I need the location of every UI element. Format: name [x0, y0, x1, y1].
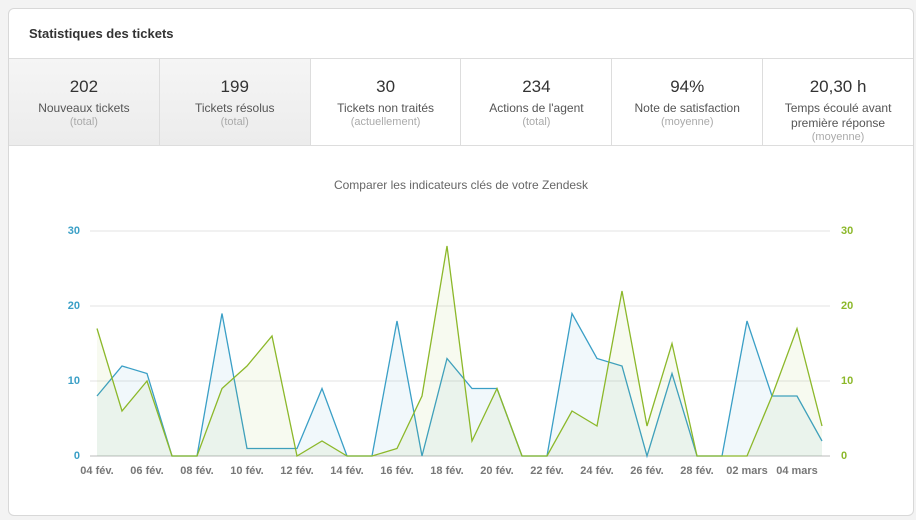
stat-sub: (total) — [69, 116, 98, 128]
x-tick-label: 04 fév. — [80, 465, 113, 477]
x-tick-label: 28 fév. — [680, 465, 713, 477]
stat-cell[interactable]: 94% Note de satisfaction (moyenne) — [612, 59, 764, 145]
x-tick-label: 16 fév. — [380, 465, 413, 477]
y-tick-label: 10 — [68, 375, 80, 387]
y-tick-label: 0 — [74, 450, 80, 462]
y-tick-label: 20 — [68, 300, 80, 312]
stat-value: 94% — [670, 77, 705, 96]
x-tick-label: 12 fév. — [280, 465, 313, 477]
x-tick-label: 24 fév. — [580, 465, 613, 477]
y2-tick-label: 0 — [841, 450, 847, 462]
x-tick-label: 22 fév. — [530, 465, 563, 477]
x-tick-label: 02 mars — [726, 465, 768, 477]
x-tick-label: 18 fév. — [430, 465, 463, 477]
stat-label: Temps écoulé avant première réponse — [784, 101, 892, 130]
stat-sub: (actuellement) — [350, 116, 421, 128]
stat-sub: (moyenne) — [811, 131, 865, 143]
stat-label: Tickets non traités — [337, 101, 435, 115]
stat-label: Note de satisfaction — [634, 101, 740, 115]
series-area — [97, 313, 822, 456]
stat-cell[interactable]: 199 Tickets résolus (total) — [159, 59, 311, 145]
stat-value: 30 — [376, 77, 396, 96]
chart-title: Comparer les indicateurs clés de votre Z… — [334, 178, 589, 192]
stat-cell[interactable]: 20,30 h Temps écoulé avant première répon… — [763, 59, 913, 145]
y2-tick-label: 30 — [841, 225, 853, 237]
stat-label: Actions de l'agent — [489, 101, 584, 115]
stat-value: 202 — [69, 77, 99, 96]
panel-title: Statistiques des tickets — [9, 9, 913, 59]
x-tick-label: 20 fév. — [480, 465, 513, 477]
x-tick-label: 26 fév. — [630, 465, 663, 477]
x-tick-label: 14 fév. — [330, 465, 363, 477]
stats-row: 202 Nouveaux tickets (total) 199 Tickets rés… — [9, 59, 913, 146]
panel: Statistiques des tickets 202 Nouveaux tic… — [8, 8, 914, 516]
y2-tick-label: 20 — [841, 300, 853, 312]
stat-label: Nouveaux tickets — [38, 101, 130, 115]
x-tick-label: 06 fév. — [130, 465, 163, 477]
stat-value: 234 — [522, 77, 551, 96]
stat-sub: (total) — [220, 116, 249, 128]
stat-sub: (total) — [522, 116, 551, 128]
series-line — [96, 245, 823, 458]
stat-label: Tickets résolus — [194, 101, 275, 115]
stat-value: 199 — [220, 77, 249, 96]
stat-value: 20,30 h — [809, 77, 867, 96]
stat-sub: (moyenne) — [660, 116, 714, 128]
series-area — [97, 246, 822, 456]
y-tick-label: 30 — [68, 225, 80, 237]
stat-cell[interactable]: 234 Actions de l'agent (total) — [461, 59, 613, 145]
stat-cell[interactable]: 30 Tickets non traités (actuellement) — [311, 59, 462, 145]
stat-cell[interactable]: 202 Nouveaux tickets (total) — [9, 59, 160, 145]
x-tick-label: 10 fév. — [230, 465, 263, 477]
x-tick-label: 04 mars — [776, 465, 818, 477]
x-tick-label: 08 fév. — [180, 465, 213, 477]
y2-tick-label: 10 — [841, 375, 853, 387]
